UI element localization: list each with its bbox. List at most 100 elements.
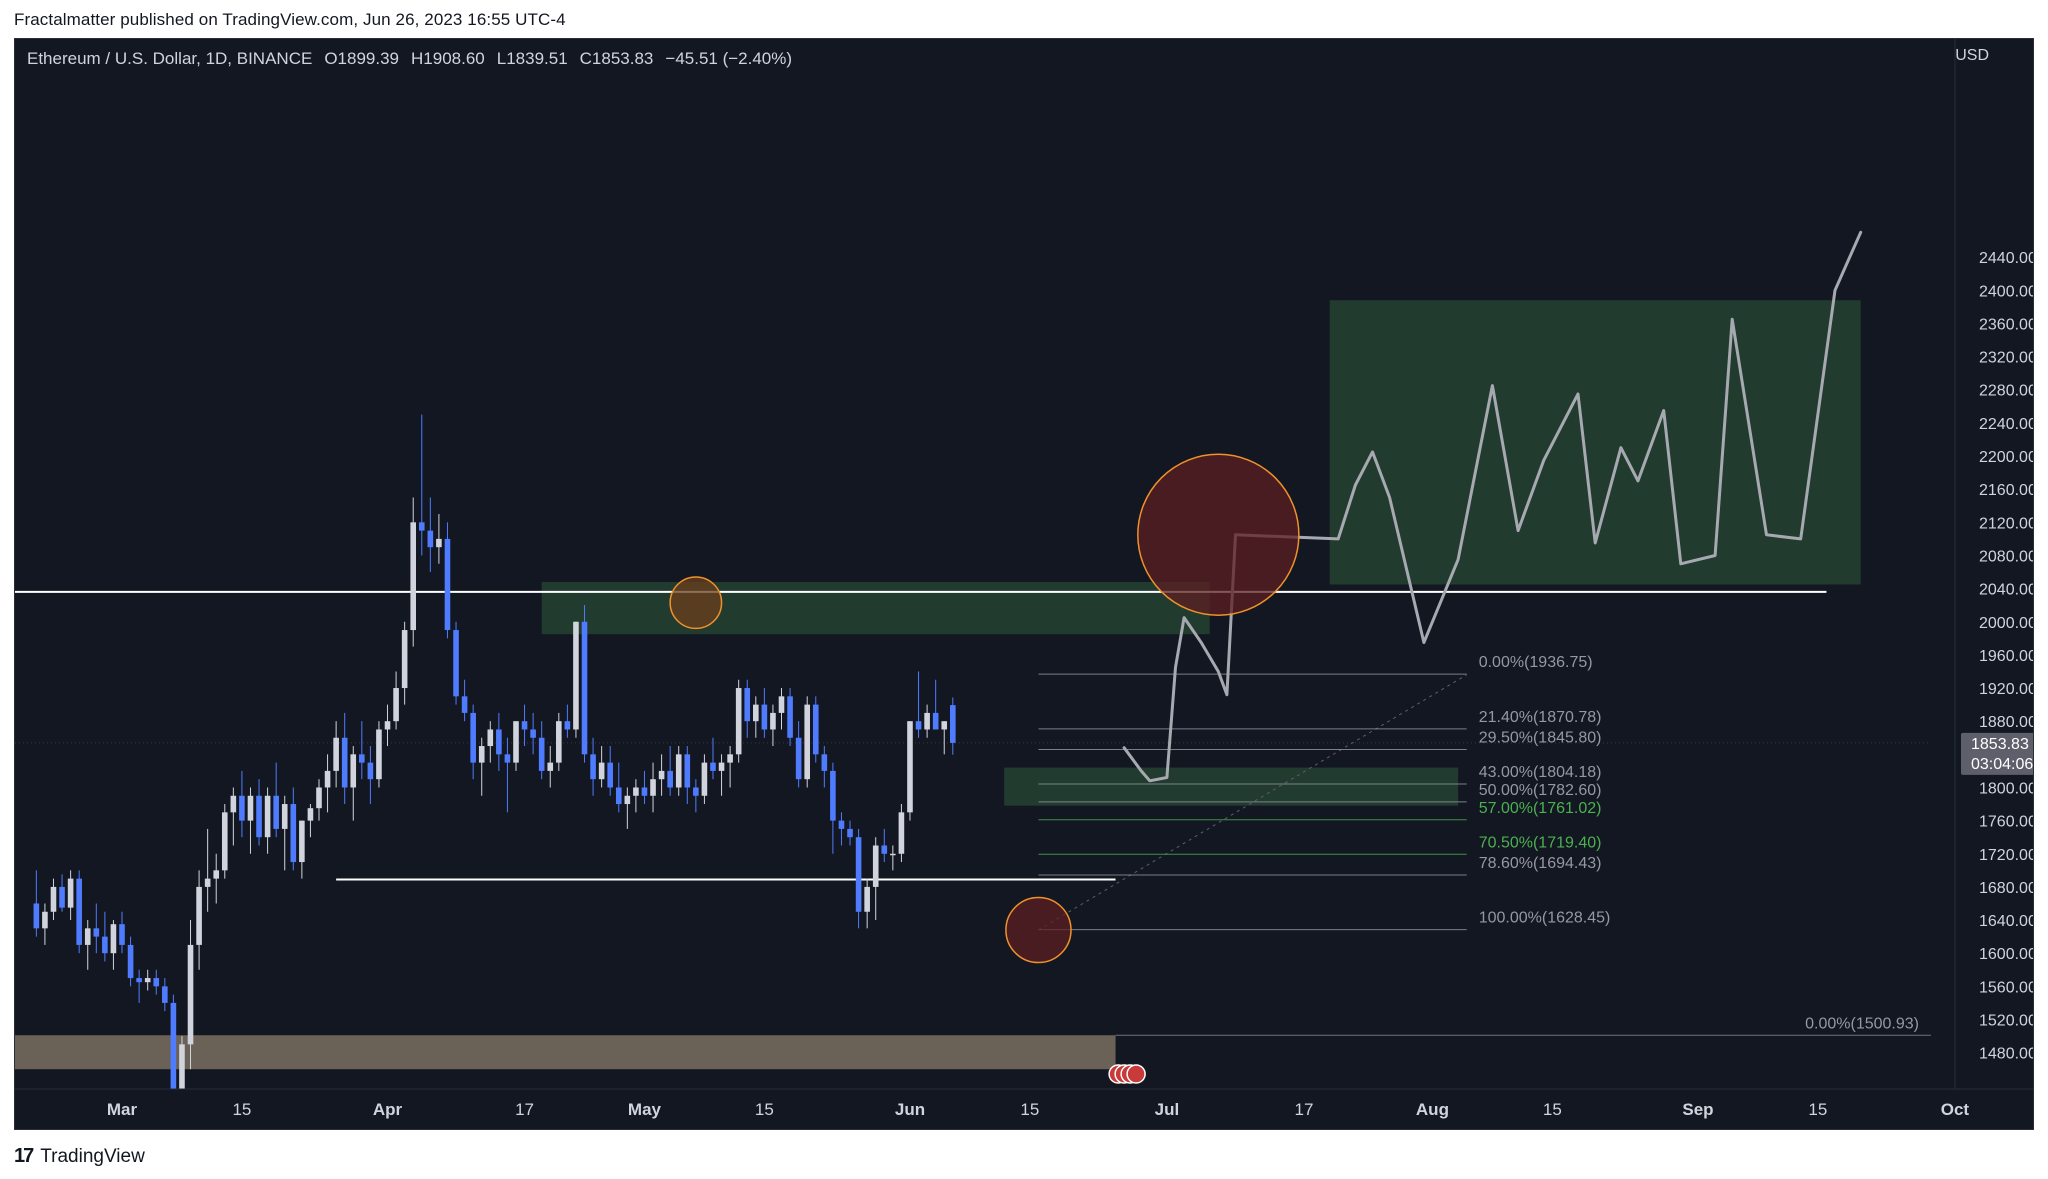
candle	[67, 870, 74, 921]
candle	[418, 414, 425, 556]
y-tick-label: 1560.00	[1979, 979, 2033, 996]
candle-body	[324, 770, 331, 788]
candle-body	[204, 878, 211, 887]
candle-body	[50, 886, 57, 912]
fib-level-label: 0.00%(1936.75)	[1479, 654, 1593, 671]
candle-body	[915, 721, 922, 730]
candle	[770, 704, 776, 747]
candle	[221, 804, 228, 879]
candle	[693, 779, 699, 813]
x-tick-label: 15	[1543, 1100, 1562, 1119]
y-tick-label: 2320.00	[1979, 350, 2033, 367]
y-tick-label: 2040.00	[1979, 582, 2033, 599]
y-tick-label: 1800.00	[1979, 780, 2033, 797]
candle	[907, 721, 913, 821]
economic-events-marker	[1108, 1064, 1146, 1084]
price-chart[interactable]: 0.00%(1936.75) 21.40%(1870.78) 29.50%(1845…	[15, 39, 2033, 1129]
candle	[341, 712, 348, 805]
y-tick-label: 2400.00	[1979, 283, 2033, 300]
candle	[119, 911, 125, 954]
y-tick-label: 1640.00	[1979, 913, 2033, 930]
currency-label[interactable]: USD	[1955, 47, 1989, 64]
candle	[667, 746, 673, 796]
symbol-title[interactable]: Ethereum / U.S. Dollar, 1D, BINANCE	[27, 49, 313, 68]
candle-body	[607, 762, 614, 788]
candle	[333, 721, 339, 788]
highlight-circle-1	[1005, 896, 1072, 964]
candle-body	[932, 712, 939, 730]
chart-panel[interactable]: 0.00%(1936.75) 21.40%(1870.78) 29.50%(1845…	[14, 38, 2034, 1130]
candle-body	[333, 737, 339, 771]
candle	[718, 754, 725, 796]
y-tick-label: 2000.00	[1979, 615, 2033, 632]
candle-body	[795, 737, 802, 780]
candle-body	[367, 762, 374, 780]
candle	[239, 770, 245, 838]
candle	[76, 870, 82, 954]
candle	[393, 671, 399, 730]
candle-body	[787, 696, 793, 738]
y-tick-label: 2440.00	[1979, 250, 2033, 267]
y-tick-label: 1920.00	[1979, 681, 2033, 698]
candle-body	[658, 770, 665, 780]
candle-body	[907, 721, 913, 813]
candle-body	[384, 721, 391, 730]
candle	[230, 787, 237, 846]
candle-body	[316, 787, 322, 809]
candle-body	[598, 762, 605, 780]
y-tick-label: 1760.00	[1979, 814, 2033, 831]
candle	[864, 878, 870, 929]
candle-body	[530, 729, 536, 738]
candle	[941, 721, 948, 755]
candle	[256, 779, 262, 846]
candle	[581, 605, 588, 763]
candle-body	[256, 795, 262, 838]
x-tick-label: Apr	[373, 1100, 403, 1119]
candle-body	[273, 795, 279, 829]
candle	[812, 696, 819, 763]
candle	[444, 522, 451, 639]
candle-body	[359, 754, 365, 763]
candle	[213, 853, 220, 904]
x-tick-label: Aug	[1416, 1100, 1449, 1119]
ohlc-open: O1899.39	[324, 49, 400, 68]
candle-body	[162, 986, 168, 1003]
candle-body	[110, 924, 117, 954]
x-tick-label: Mar	[107, 1100, 138, 1119]
candle	[496, 712, 502, 771]
last-price-badge: 1853.83 03:04:06	[1961, 732, 2033, 775]
tradingview-footer[interactable]: 17 TradingView	[14, 1145, 145, 1168]
candle	[787, 688, 793, 747]
candle-body	[196, 886, 202, 945]
candle-body	[624, 795, 631, 805]
fib-level-label: 70.50%(1719.40)	[1479, 834, 1602, 851]
candle	[33, 870, 40, 937]
candle-body	[812, 704, 819, 755]
candle	[675, 746, 682, 796]
candle	[872, 837, 879, 921]
candle	[162, 978, 168, 1012]
candle-body	[641, 787, 648, 796]
candle-body	[444, 538, 451, 631]
candle	[84, 920, 91, 970]
candle-body	[290, 804, 297, 863]
candle-body	[615, 787, 622, 805]
candle	[633, 779, 639, 813]
candle	[590, 737, 596, 796]
candle-body	[753, 704, 759, 722]
candle-body	[144, 978, 151, 983]
candle-body	[67, 878, 74, 908]
x-tick-label: 15	[755, 1100, 774, 1119]
candle-body	[547, 762, 554, 771]
x-tick-label: May	[628, 1100, 662, 1119]
candle	[735, 679, 742, 763]
candle	[650, 762, 656, 813]
candle	[290, 787, 297, 871]
candle	[273, 762, 279, 838]
candle-body	[461, 696, 468, 713]
projection-path	[1122, 230, 1863, 783]
candle	[264, 787, 271, 854]
fib-level-label: 100.00%(1628.45)	[1479, 910, 1611, 927]
candle-body	[675, 754, 682, 788]
candle	[615, 762, 622, 813]
